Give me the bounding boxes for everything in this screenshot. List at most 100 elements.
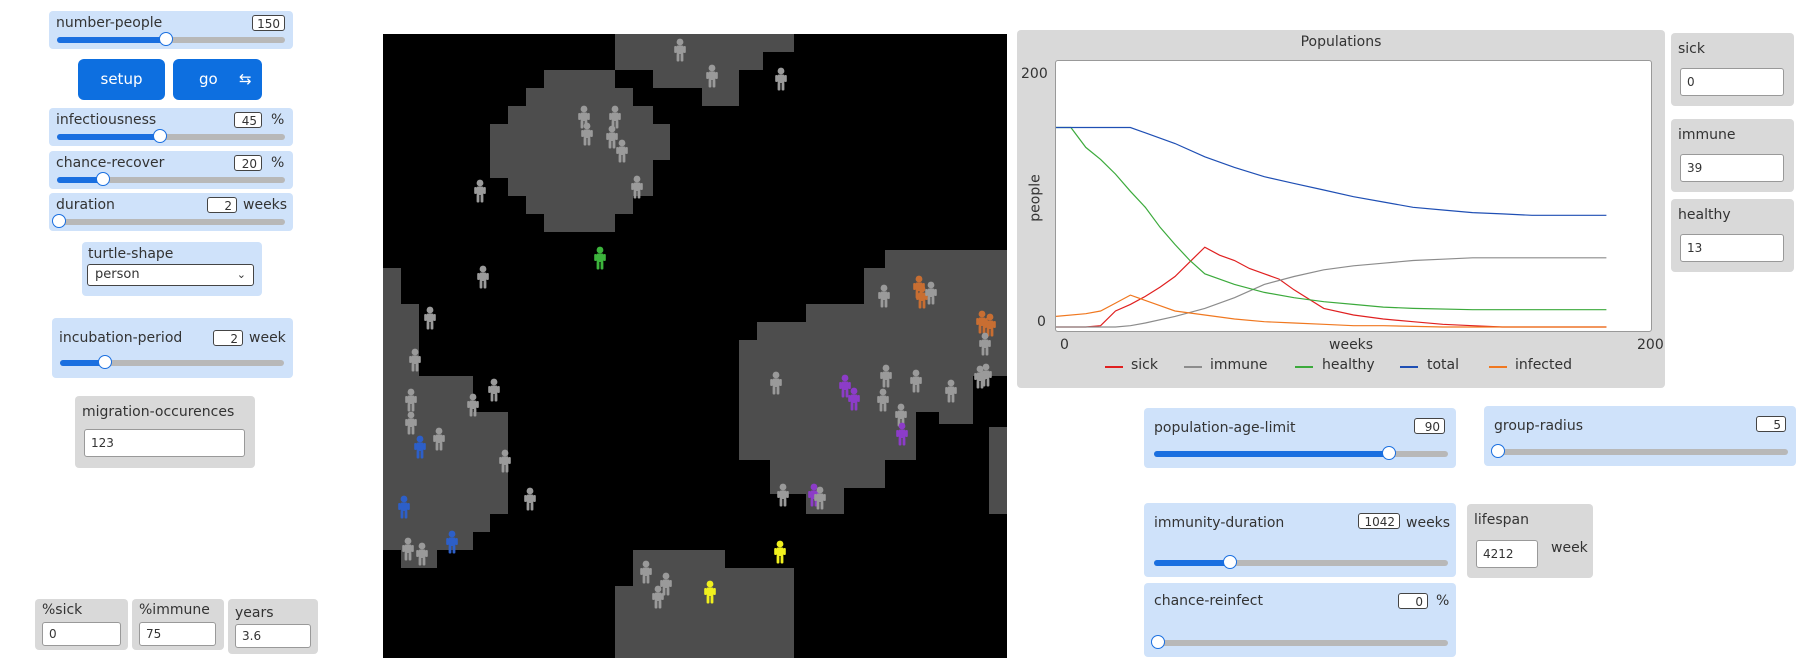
- person-icon: [524, 487, 536, 511]
- populations-plot: Populations 200 0 people 0 weeks 200 sic…: [1017, 30, 1665, 388]
- forever-loop-icon: ⇆: [239, 70, 252, 88]
- slider-fill: [1154, 451, 1390, 457]
- slider-value-input[interactable]: 2: [213, 330, 243, 346]
- slider-value-input[interactable]: 90: [1414, 418, 1445, 434]
- incubation-period-slider[interactable]: incubation-period 2 week: [52, 318, 293, 378]
- pct-sick-monitor: %sick 0: [35, 599, 128, 650]
- slider-thumb[interactable]: [1382, 446, 1397, 460]
- pct-immune-monitor: %immune 75: [132, 599, 224, 650]
- slider-thumb[interactable]: [1491, 444, 1505, 458]
- y-axis-label: people: [1027, 174, 1044, 222]
- monitor-label: lifespan: [1474, 512, 1529, 528]
- go-label: go: [199, 70, 218, 88]
- legend-label-infected: infected: [1515, 357, 1572, 373]
- slider-unit: %: [1436, 593, 1450, 609]
- series-line-sick: [1056, 246, 1607, 328]
- chance-recover-slider[interactable]: chance-recover 20 %: [49, 151, 293, 189]
- person-icon: [477, 265, 489, 289]
- slider-fill: [60, 360, 105, 366]
- slider-fill: [1154, 560, 1231, 566]
- monitor-label: years: [235, 605, 274, 621]
- slider-value-input[interactable]: 45: [234, 112, 262, 128]
- slider-value-input[interactable]: 5: [1756, 416, 1786, 432]
- slider-thumb[interactable]: [52, 214, 67, 228]
- slider-label: population-age-limit: [1154, 420, 1296, 436]
- slider-label: chance-recover: [56, 155, 165, 171]
- healthy-monitor: healthy 13: [1671, 199, 1794, 272]
- monitor-value: 0: [42, 622, 121, 646]
- slider-label: group-radius: [1494, 418, 1583, 434]
- setup-button[interactable]: setup: [78, 59, 165, 100]
- setup-label: setup: [100, 70, 143, 88]
- chevron-down-icon: ⌄: [236, 268, 246, 281]
- slider-thumb[interactable]: [152, 129, 167, 143]
- slider-thumb[interactable]: [159, 32, 174, 46]
- slider-label: chance-reinfect: [1154, 593, 1263, 609]
- series-line-total: [1056, 126, 1607, 216]
- slider-track[interactable]: [1491, 444, 1788, 458]
- person-icon: [488, 378, 500, 402]
- population-age-limit-slider[interactable]: population-age-limit 90: [1144, 408, 1456, 468]
- y-tick-max: 200: [1021, 66, 1048, 82]
- monitor-value: 39: [1680, 154, 1784, 182]
- plot-title: Populations: [1300, 34, 1382, 50]
- slider-track[interactable]: [1151, 635, 1448, 649]
- slider-label: immunity-duration: [1154, 515, 1285, 531]
- monitor-label: healthy: [1678, 207, 1731, 223]
- chance-reinfect-slider[interactable]: chance-reinfect 0 %: [1144, 583, 1456, 657]
- slider-value-input[interactable]: 2: [207, 197, 237, 213]
- infectiousness-slider[interactable]: infectiousness 45 %: [49, 108, 293, 146]
- slider-track[interactable]: [1154, 555, 1448, 569]
- number-people-slider[interactable]: number-people 150: [49, 11, 293, 49]
- monitor-value: 13: [1680, 234, 1784, 262]
- legend-label-sick: sick: [1131, 357, 1158, 373]
- person-icon: [775, 67, 787, 91]
- slider-track[interactable]: [57, 172, 285, 186]
- slider-unit: weeks: [1406, 515, 1451, 531]
- slider-value-input[interactable]: 150: [252, 15, 285, 31]
- slider-value-input[interactable]: 0: [1398, 593, 1428, 609]
- selected-option: person: [95, 267, 140, 282]
- migration-occurences-input[interactable]: 123: [84, 429, 245, 457]
- monitor-value: 3.6: [235, 624, 311, 648]
- slider-label: number-people: [56, 15, 163, 31]
- person-icon: [594, 246, 606, 270]
- legend-swatch-sick: [1105, 366, 1123, 368]
- legend-label-total: total: [1427, 357, 1460, 373]
- plot-area: [1055, 60, 1652, 332]
- slider-track[interactable]: [57, 129, 285, 143]
- slider-track[interactable]: [57, 32, 285, 46]
- turtle-shape-select[interactable]: person ⌄: [87, 264, 254, 286]
- plot-legend: sick immune healthy total infected: [1017, 357, 1665, 377]
- slider-thumb[interactable]: [95, 172, 110, 186]
- slider-unit: %: [271, 112, 285, 128]
- x-tick-max: 200: [1637, 337, 1664, 353]
- patch-groups: [383, 34, 1007, 658]
- monitor-value: 0: [1680, 68, 1784, 96]
- group-radius-slider[interactable]: group-radius 5: [1484, 406, 1796, 466]
- slider-value-input[interactable]: 1042: [1358, 513, 1400, 529]
- slider-track[interactable]: [52, 214, 285, 228]
- immunity-duration-slider[interactable]: immunity-duration 1042 weeks: [1144, 503, 1456, 577]
- slider-thumb[interactable]: [97, 355, 112, 369]
- monitor-label: sick: [1678, 41, 1705, 57]
- slider-value-input[interactable]: 20: [234, 155, 262, 171]
- slider-label: incubation-period: [59, 330, 183, 346]
- person-icon: [424, 306, 436, 330]
- years-monitor: years 3.6: [228, 599, 318, 654]
- slider-unit: %: [271, 155, 285, 171]
- slider-fill: [57, 134, 160, 140]
- world-view[interactable]: [383, 34, 1007, 658]
- monitor-unit: week: [1551, 540, 1588, 556]
- go-button[interactable]: go ⇆: [173, 59, 262, 100]
- turtle-shape-chooser[interactable]: turtle-shape person ⌄: [82, 242, 262, 296]
- slider-thumb[interactable]: [1223, 555, 1238, 569]
- legend-swatch-infected: [1489, 366, 1507, 368]
- duration-slider[interactable]: duration 2 weeks: [49, 193, 293, 231]
- slider-thumb[interactable]: [1151, 635, 1165, 649]
- monitor-label: immune: [1678, 127, 1736, 143]
- slider-track[interactable]: [1154, 446, 1448, 460]
- slider-track[interactable]: [60, 355, 284, 369]
- world-canvas: [383, 34, 1007, 658]
- chooser-label: turtle-shape: [88, 246, 174, 262]
